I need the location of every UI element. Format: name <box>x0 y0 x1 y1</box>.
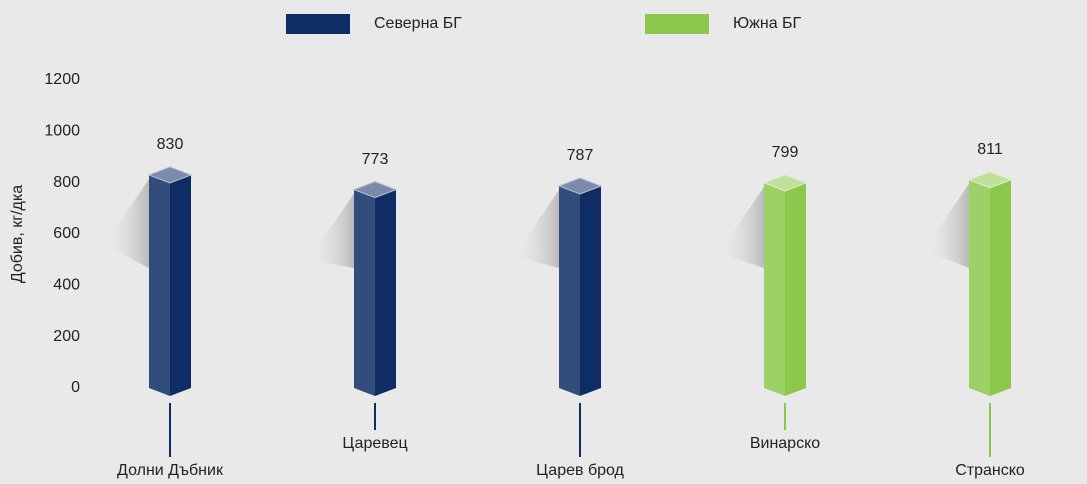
bar-shadow <box>309 193 354 268</box>
bar-right <box>580 186 601 396</box>
bar-right <box>785 182 806 396</box>
bar-top <box>557 177 603 195</box>
bar-shadow <box>104 178 149 268</box>
data-label: 811 <box>977 141 1003 158</box>
bar-top <box>147 166 193 184</box>
y-tick-label: 0 <box>71 379 80 396</box>
bar-right <box>170 174 191 396</box>
x-tick-label: Винарско <box>750 435 820 452</box>
legend-label: Южна БГ <box>733 15 802 32</box>
x-tick-label: Странско <box>955 462 1025 479</box>
bar-left <box>969 179 990 396</box>
y-axis-label: Добив, кг/дка <box>9 185 26 283</box>
bar-shadow <box>924 183 969 268</box>
bar-right <box>990 179 1011 396</box>
y-tick-label: 800 <box>53 174 80 191</box>
bar-top <box>352 181 398 199</box>
x-tick-label: Царевец <box>342 435 407 452</box>
bar-left <box>559 186 580 396</box>
x-tick-label: Долни Дъбник <box>117 462 224 479</box>
y-tick-label: 600 <box>53 225 80 242</box>
y-tick-label: 200 <box>53 328 80 345</box>
y-tick-label: 1200 <box>44 71 80 88</box>
data-label: 830 <box>157 136 184 153</box>
data-label: 799 <box>772 144 799 161</box>
bar-right <box>375 189 396 396</box>
legend-swatch <box>286 14 350 34</box>
bar-left <box>764 182 785 396</box>
bar-top <box>762 174 808 192</box>
x-tick-label: Царев брод <box>536 462 624 479</box>
legend-swatch <box>645 14 709 34</box>
y-tick-label: 400 <box>53 277 80 294</box>
legend-label: Северна БГ <box>374 15 462 32</box>
bar-left <box>354 189 375 396</box>
data-label: 787 <box>567 147 594 164</box>
bar-top <box>967 171 1013 189</box>
data-label: 773 <box>362 151 389 168</box>
bar-left <box>149 174 170 396</box>
bar-shadow <box>719 186 764 268</box>
y-tick-label: 1000 <box>44 123 80 140</box>
bar-shadow <box>514 190 559 268</box>
